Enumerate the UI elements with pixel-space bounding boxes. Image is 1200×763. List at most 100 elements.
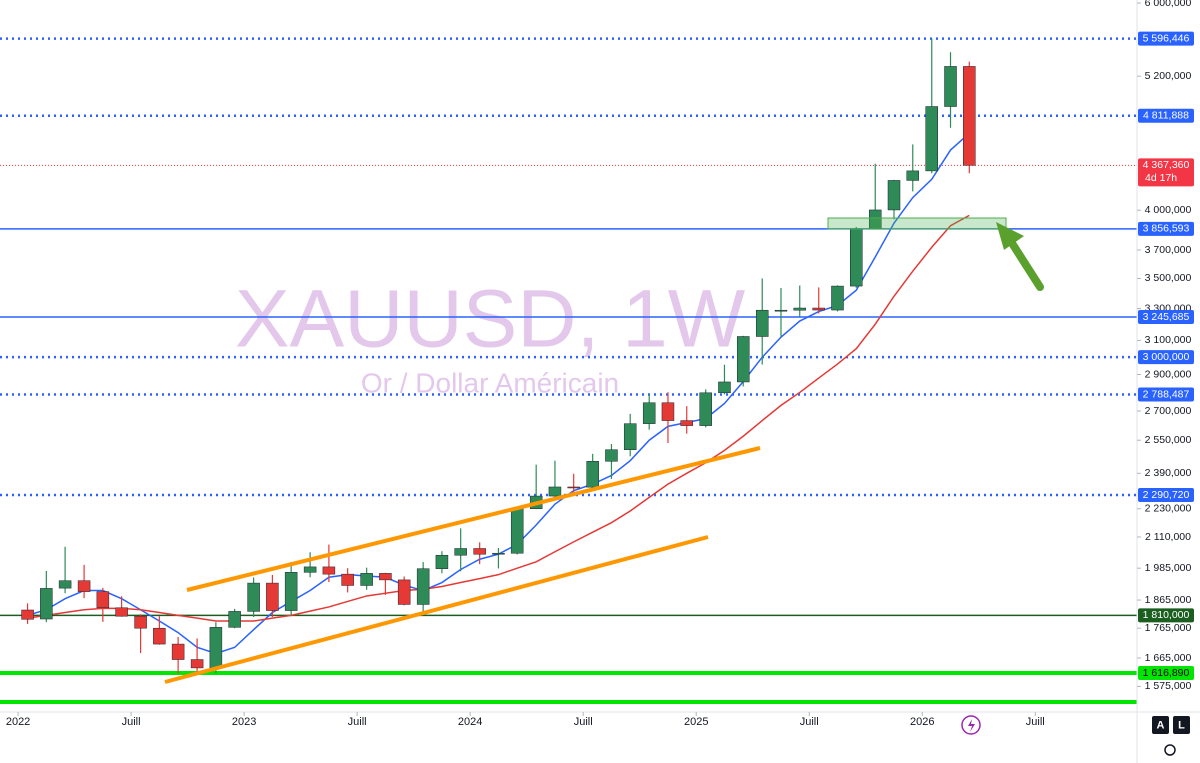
settings-icon[interactable] — [1164, 744, 1176, 756]
candle-body — [21, 609, 34, 620]
candle-body — [755, 309, 769, 337]
level-label: 3 245,685 — [1143, 311, 1190, 323]
x-tick-label: 2023 — [232, 716, 256, 728]
candle-body — [510, 508, 524, 554]
candle-body — [397, 579, 411, 605]
x-tick-label: Juill — [122, 716, 141, 728]
candle-body — [153, 627, 166, 645]
x-tick-label: 2026 — [910, 716, 934, 728]
y-tick-label: 3 500,000 — [1145, 272, 1192, 284]
watermark-name: Or / Dollar Américain — [361, 367, 619, 398]
candle-body — [831, 285, 844, 311]
button-label: A — [1157, 719, 1165, 731]
candle-body — [623, 423, 637, 450]
candle-body — [963, 66, 976, 166]
candle-body — [284, 572, 298, 611]
level-label-bg — [1138, 665, 1194, 680]
y-tick-label: 2 700,000 — [1145, 405, 1192, 417]
x-tick-label: 2025 — [684, 716, 708, 728]
candle-body — [774, 309, 788, 312]
trend-line — [164, 535, 709, 684]
level-label-bg — [1138, 158, 1194, 187]
button[interactable] — [1173, 716, 1190, 734]
y-tick-label: 1 985,000 — [1145, 562, 1192, 574]
y-tick-label: 2 550,000 — [1145, 434, 1192, 446]
candle-body — [548, 486, 562, 497]
candle-body — [416, 568, 430, 605]
button[interactable] — [1152, 716, 1169, 734]
y-tick-label: 2 900,000 — [1145, 368, 1192, 380]
candle-body — [303, 566, 317, 573]
candle-body — [190, 659, 204, 669]
x-tick-label: 2022 — [6, 716, 30, 728]
level-label-bg — [1138, 608, 1194, 623]
candle-body — [944, 66, 957, 107]
y-tick-label: 4 000,000 — [1145, 204, 1192, 216]
candle-body — [209, 627, 223, 669]
plot — [0, 37, 1137, 675]
x-tick-label: 2024 — [458, 716, 482, 728]
level-label-bg — [1138, 221, 1194, 236]
candle-body — [718, 381, 731, 394]
candle-body — [661, 402, 675, 421]
alert-icon-bolt — [968, 719, 975, 732]
y-tick-label: 3 700,000 — [1145, 244, 1192, 256]
candle-body — [77, 580, 91, 592]
candle-body — [473, 548, 486, 555]
y-tick-label: 1 575,000 — [1145, 680, 1192, 692]
level-label-bg — [1138, 31, 1194, 46]
candle-body — [379, 573, 392, 581]
arrow — [996, 222, 1044, 291]
trend-line — [186, 446, 761, 592]
y-tick-label: 1 865,000 — [1145, 594, 1192, 606]
candle-body — [850, 228, 863, 287]
candle-body — [793, 307, 806, 311]
candle-body — [887, 180, 901, 211]
support-zone — [827, 217, 1007, 230]
x-tick-label: Juill — [800, 716, 819, 728]
x-tick-label: Juill — [574, 716, 593, 728]
candle-body — [454, 548, 467, 556]
y-tick-label: 5 200,000 — [1145, 70, 1192, 82]
candle-body — [605, 449, 618, 462]
level-label: 5 596,446 — [1143, 32, 1190, 44]
y-tick-label: 3 100,000 — [1145, 334, 1192, 346]
level-label-bg — [1138, 309, 1194, 324]
level-label: 3 000,000 — [1143, 351, 1190, 363]
candle-body — [360, 573, 373, 586]
candle-body — [266, 582, 279, 611]
candle-body — [40, 588, 53, 620]
candle-body — [134, 615, 147, 629]
level-label-bg — [1138, 108, 1194, 123]
level-label-bg — [1138, 488, 1194, 503]
candle-body — [341, 573, 354, 586]
moving-average — [27, 214, 970, 622]
candle-body — [586, 461, 599, 488]
candle-body — [171, 643, 185, 660]
level-label: 4 367,360 — [1143, 159, 1190, 171]
candle-body — [322, 566, 336, 575]
candle-body — [567, 486, 580, 489]
level-label: 4 811,888 — [1143, 110, 1189, 122]
x-tick-label: Juill — [1026, 716, 1045, 728]
candle-body — [228, 611, 241, 628]
y-tick-label: 1 765,000 — [1145, 622, 1192, 634]
y-tick-label: 1 665,000 — [1145, 652, 1192, 664]
candle-body — [699, 392, 712, 426]
candle-body — [58, 580, 72, 589]
candle-body — [642, 402, 656, 424]
level-label-bg — [1138, 387, 1194, 402]
candle-body — [812, 307, 825, 311]
y-tick-label: 2 390,000 — [1145, 467, 1192, 479]
candle-body — [96, 591, 110, 609]
button-label: L — [1178, 719, 1185, 731]
level-label: 2 290,720 — [1143, 489, 1190, 501]
candle-body — [925, 106, 939, 172]
level-label-bg — [1138, 350, 1194, 365]
candle-body — [492, 552, 505, 555]
countdown: 4d 17h — [1145, 172, 1177, 184]
alert-icon[interactable] — [961, 715, 981, 735]
